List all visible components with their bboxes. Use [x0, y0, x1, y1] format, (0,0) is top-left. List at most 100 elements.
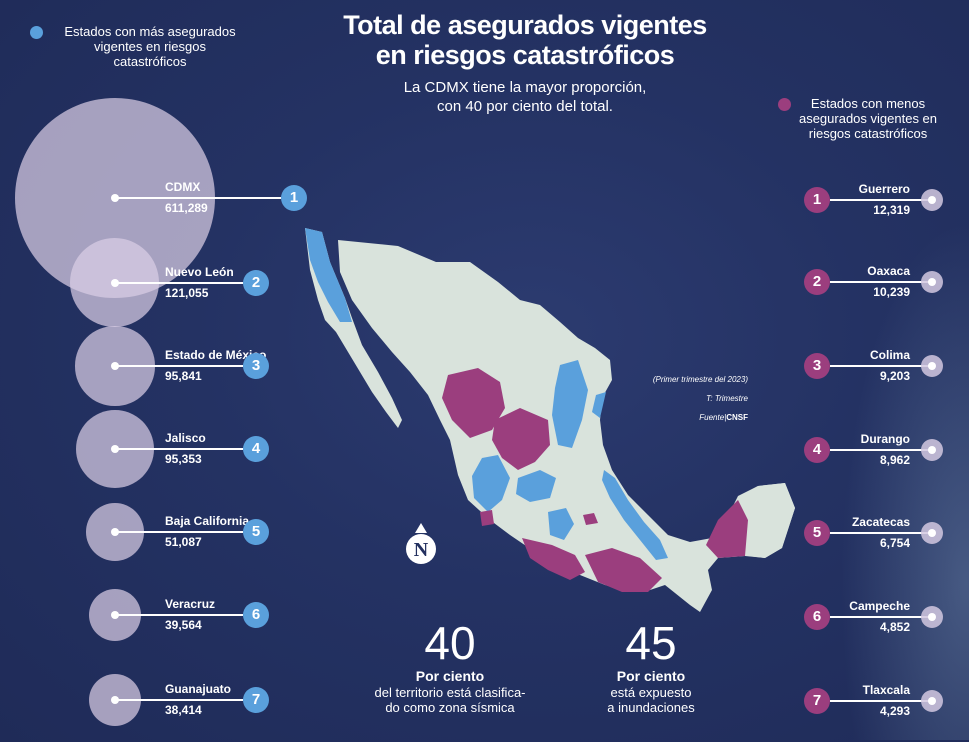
stat-seismic-line-1: del territorio está clasifica-: [374, 685, 526, 700]
bubble-line-5: [115, 531, 243, 533]
map-jalisco: [472, 455, 510, 512]
bubble-value-4: 95,353: [165, 452, 202, 466]
rank-badge-left-2: 2: [243, 270, 269, 296]
right-pin-1: [928, 196, 936, 204]
stat-seismic-head: Por ciento: [415, 668, 485, 684]
right-pin-3: [928, 362, 936, 370]
right-line-3: [830, 365, 932, 367]
rank-badge-left-5: 5: [243, 519, 269, 545]
right-pin-2: [928, 278, 936, 286]
legend-blue-dot: [30, 26, 43, 39]
map-guanajuato: [516, 470, 556, 502]
right-pin-6: [928, 613, 936, 621]
chart-title: Total de asegurados vigentes en riesgos …: [300, 10, 750, 70]
rank-badge-right-5: 5: [804, 520, 830, 546]
rank-badge-right-3: 3: [804, 353, 830, 379]
legend-right-line-2: asegurados vigentes en: [798, 111, 938, 126]
rank-badge-left-4: 4: [243, 436, 269, 462]
right-value-5: 6,754: [879, 536, 910, 550]
subtitle-line-1: La CDMX tiene la mayor proporción,: [403, 79, 647, 96]
right-pin-7: [928, 697, 936, 705]
bubble-label-2: Nuevo León: [165, 265, 234, 279]
map-tamaulipas-strip: [592, 392, 606, 418]
map-colima: [480, 510, 494, 526]
bubble-label-1: CDMX: [165, 180, 201, 194]
right-label-5: Zacatecas: [851, 515, 910, 529]
bubble-line-1: [115, 197, 281, 199]
bubble-label-5: Baja California: [165, 514, 250, 528]
right-value-1: 12,319: [873, 203, 910, 217]
chart-subtitle: La CDMX tiene la mayor proporción, con 4…: [360, 78, 690, 116]
right-value-2: 10,239: [873, 285, 910, 299]
subtitle-line-2: con 40 por ciento del total.: [437, 98, 613, 115]
legend-right-line-1: Estados con menos: [810, 96, 926, 111]
map-oaxaca: [585, 548, 662, 592]
right-pin-5: [928, 529, 936, 537]
rank-badge-right-1: 1: [804, 187, 830, 213]
map-baja-california-norte: [305, 228, 352, 322]
source-note: (Primer trimestre del 2023) T: Trimestre…: [606, 374, 748, 423]
right-label-1: Guerrero: [858, 182, 910, 196]
stat-flood-number: 45: [625, 617, 677, 669]
right-value-6: 4,852: [879, 620, 910, 634]
map-estado-de-mexico: [548, 508, 574, 540]
rank-badge-right-7: 7: [804, 688, 830, 714]
legend-left-line-1: Estados con más asegurados: [64, 24, 236, 39]
map-tlaxcala: [583, 513, 598, 525]
map-nuevo-leon: [552, 360, 588, 448]
bubble-value-1: 611,289: [165, 201, 208, 215]
legend-purple-dot: [778, 98, 791, 111]
right-value-7: 4,293: [879, 704, 910, 718]
legend-least-insured: Estados con menos asegurados vigentes en…: [778, 96, 958, 141]
right-line-2: [830, 281, 932, 283]
right-line-5: [830, 532, 932, 534]
right-label-3: Colima: [869, 348, 910, 362]
rank-badge-left-1: 1: [281, 185, 307, 211]
right-line-1: [830, 199, 932, 201]
stat-flood-line-2: a inundaciones: [607, 700, 695, 715]
right-label-4: Durango: [860, 432, 910, 446]
right-label-7: Tlaxcala: [862, 683, 910, 697]
right-label-2: Oaxaca: [867, 264, 910, 278]
right-label-6: Campeche: [849, 599, 910, 613]
stat-flood-line-1: está expuesto: [610, 685, 692, 700]
bubble-value-7: 38,414: [165, 703, 202, 717]
title-line-2: en riesgos catastróficos: [375, 40, 675, 70]
bubble-line-4: [115, 448, 243, 450]
legend-right-line-3: riesgos catastróficos: [808, 126, 928, 141]
right-value-3: 9,203: [879, 369, 910, 383]
bubble-line-3: [115, 365, 243, 367]
right-pin-4: [928, 446, 936, 454]
source-name: CNSF: [726, 413, 748, 422]
compass-letter: N: [414, 539, 429, 561]
bubble-value-5: 51,087: [165, 535, 202, 549]
stat-flood-head: Por ciento: [616, 668, 686, 684]
north-compass-icon: N: [406, 523, 436, 564]
bubble-label-7: Guanajuato: [165, 682, 232, 696]
map-veracruz: [602, 470, 668, 560]
bubble-label-4: Jalisco: [165, 431, 206, 445]
rank-badge-left-7: 7: [243, 687, 269, 713]
source-abbrev: T: Trimestre: [706, 394, 748, 403]
legend-left-line-3: catastróficos: [113, 54, 187, 69]
source-label: Fuente|: [699, 413, 727, 422]
source-period: (Primer trimestre del 2023): [652, 375, 748, 384]
stat-flood-body: está expuesto a inundaciones: [566, 685, 736, 715]
title-line-1: Total de asegurados vigentes: [343, 10, 707, 40]
bubble-label-3: Estado de México: [165, 348, 267, 362]
map-guerrero: [522, 538, 585, 580]
bubble-value-2: 121,055: [165, 286, 209, 300]
rank-badge-right-4: 4: [804, 437, 830, 463]
stat-seismic-number: 40: [424, 617, 476, 669]
bubble-label-6: Veracruz: [165, 597, 216, 611]
bubble-value-3: 95,841: [165, 369, 202, 383]
legend-most-insured: Estados con más asegurados vigentes en r…: [30, 24, 260, 69]
background-glow: [840, 220, 969, 740]
rank-badge-right-2: 2: [804, 269, 830, 295]
legend-left-line-2: vigentes en riesgos: [93, 39, 206, 54]
stat-seismic-body: del territorio está clasifica- do como z…: [345, 685, 555, 715]
stat-seismic-line-2: do como zona sísmica: [385, 700, 515, 715]
bubble-value-6: 39,564: [165, 618, 202, 632]
